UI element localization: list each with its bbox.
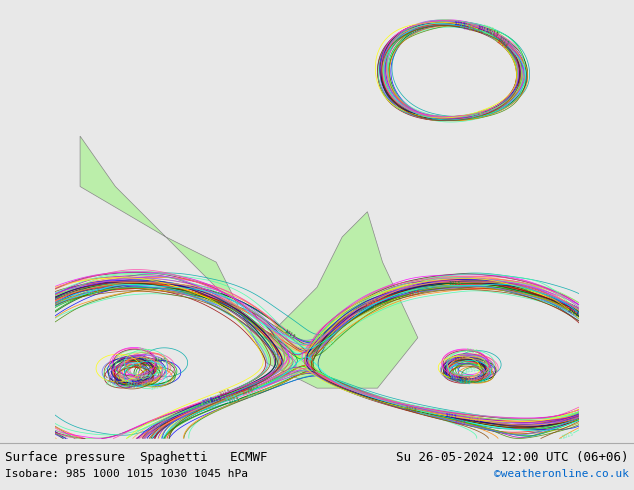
Text: 1030: 1030 (464, 368, 477, 374)
Text: 1015: 1015 (453, 21, 467, 27)
Text: 1015: 1015 (313, 330, 326, 342)
Text: 1015: 1015 (418, 410, 431, 417)
Text: 1030: 1030 (150, 384, 163, 392)
Text: 1030: 1030 (453, 356, 466, 362)
Text: 1015: 1015 (404, 406, 417, 413)
Text: 1015: 1015 (218, 389, 231, 397)
Text: 1030: 1030 (458, 379, 472, 385)
Text: 1015: 1015 (241, 387, 254, 396)
Text: 1015: 1015 (458, 23, 472, 30)
Text: Isobare: 985 1000 1015 1030 1045 hPa: Isobare: 985 1000 1015 1030 1045 hPa (5, 468, 248, 479)
Text: Surface pressure  Spaghetti   ECMWF: Surface pressure Spaghetti ECMWF (5, 451, 268, 465)
Text: 1030: 1030 (139, 379, 153, 386)
Text: 1015: 1015 (471, 111, 484, 119)
Text: 1015: 1015 (87, 288, 100, 295)
Text: 1015: 1015 (458, 23, 472, 30)
Text: ©weatheronline.co.uk: ©weatheronline.co.uk (494, 468, 629, 479)
Text: 1030: 1030 (453, 376, 467, 385)
Text: 1030: 1030 (459, 377, 472, 383)
Text: 1015: 1015 (408, 290, 421, 297)
Text: 1030: 1030 (108, 375, 121, 385)
Text: 1030: 1030 (138, 347, 151, 354)
Text: 1015: 1015 (199, 398, 212, 406)
Text: 1015: 1015 (495, 39, 508, 50)
Text: 1015: 1015 (476, 25, 489, 34)
Text: 1030: 1030 (133, 362, 146, 369)
Text: 1015: 1015 (481, 24, 495, 32)
Text: 1030: 1030 (104, 380, 118, 389)
Text: 1015: 1015 (444, 413, 458, 420)
Text: 1015: 1015 (448, 281, 461, 286)
Text: 1030: 1030 (465, 348, 479, 355)
Text: 1030: 1030 (466, 376, 479, 382)
Polygon shape (80, 136, 418, 388)
Text: 1030: 1030 (462, 379, 475, 385)
Text: 1015: 1015 (497, 36, 510, 47)
Text: 1015: 1015 (209, 393, 223, 402)
Text: 1030: 1030 (106, 377, 119, 386)
Text: 1015: 1015 (216, 392, 230, 401)
Text: 1015: 1015 (365, 297, 378, 307)
Text: 1015: 1015 (462, 25, 476, 32)
Text: 1030: 1030 (126, 380, 139, 389)
Text: 1015: 1015 (246, 383, 260, 392)
Text: 1030: 1030 (458, 379, 472, 385)
Text: 1030: 1030 (138, 357, 151, 364)
Text: 1030: 1030 (448, 376, 462, 384)
Text: 1015: 1015 (481, 29, 495, 38)
Text: 1030: 1030 (131, 379, 144, 386)
Text: 1015: 1015 (209, 395, 223, 404)
Text: 1030: 1030 (448, 376, 462, 385)
Text: 1015: 1015 (373, 301, 386, 311)
Text: 1030: 1030 (153, 358, 167, 364)
Text: Su 26-05-2024 12:00 UTC (06+06): Su 26-05-2024 12:00 UTC (06+06) (396, 451, 629, 465)
Text: 1015: 1015 (478, 108, 491, 116)
Text: 1030: 1030 (124, 383, 137, 390)
Text: 1015: 1015 (227, 396, 240, 405)
Text: 1015: 1015 (454, 419, 467, 426)
Text: 1015: 1015 (283, 328, 296, 340)
Text: 1015: 1015 (467, 26, 481, 34)
Text: 1015: 1015 (469, 416, 481, 423)
Text: 1015: 1015 (225, 392, 238, 401)
Text: 1015: 1015 (224, 394, 238, 403)
Text: 1015: 1015 (246, 390, 259, 399)
Text: 1030: 1030 (450, 375, 463, 382)
Text: 1015: 1015 (561, 431, 574, 440)
Text: 1030: 1030 (456, 376, 470, 384)
Text: 1015: 1015 (486, 28, 500, 37)
Text: 1030: 1030 (127, 382, 140, 389)
Text: 1015: 1015 (566, 307, 579, 318)
Text: 1015: 1015 (202, 396, 215, 405)
Text: 1015: 1015 (323, 339, 336, 350)
